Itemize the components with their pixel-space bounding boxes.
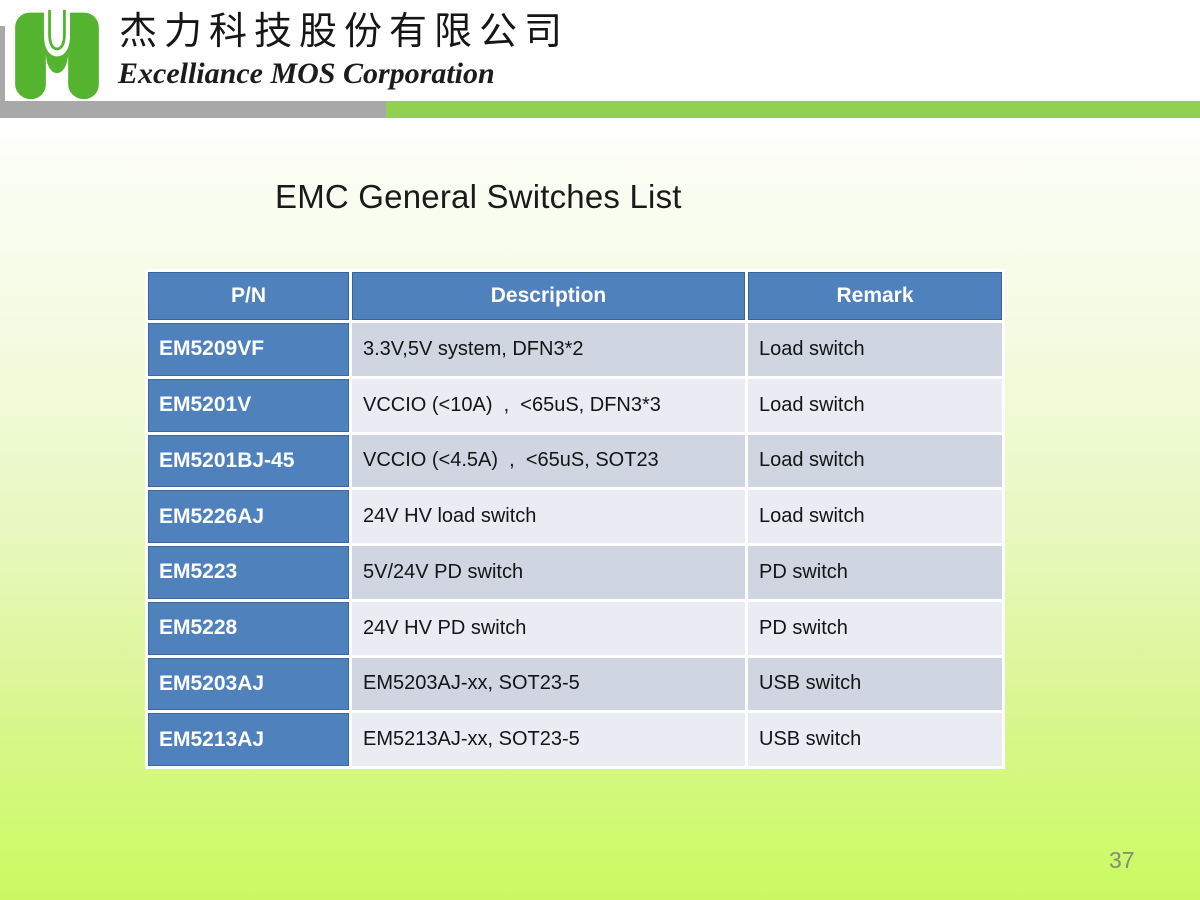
column-header-pn: P/N bbox=[148, 272, 349, 320]
page-number: 37 bbox=[1109, 847, 1135, 873]
company-name-chinese: 杰力科技股份有限公司 bbox=[119, 11, 570, 53]
remark-cell: USB switch bbox=[748, 713, 1002, 766]
header-accent-bar bbox=[0, 101, 1200, 118]
description-cell: VCCIO (<4.5A) , <65uS, SOT23 bbox=[352, 434, 745, 488]
description-cell: EM5213AJ-xx, SOT23-5 bbox=[352, 713, 745, 766]
pn-cell: EM5226AJ bbox=[148, 490, 349, 543]
left-edge-accent bbox=[0, 26, 5, 118]
description-cell: 3.3V,5V system, DFN3*2 bbox=[352, 323, 745, 376]
remark-cell: PD switch bbox=[748, 546, 1002, 599]
pn-cell: EM5201V bbox=[148, 378, 349, 432]
accent-bar-green-segment bbox=[386, 101, 1200, 118]
accent-bar-gray-segment bbox=[0, 101, 386, 118]
pn-cell: EM5209VF bbox=[148, 323, 349, 376]
page-title: EMC General Switches List bbox=[275, 178, 682, 215]
pn-cell: EM5228 bbox=[148, 601, 349, 655]
emc-m-logo-icon bbox=[10, 8, 104, 101]
pn-cell: EM5201BJ-45 bbox=[148, 434, 349, 488]
switches-table: P/N Description Remark EM5209VF 3.3V,5V … bbox=[145, 269, 1005, 769]
description-cell: 24V HV load switch bbox=[352, 490, 745, 543]
description-cell: EM5203AJ-xx, SOT23-5 bbox=[352, 657, 745, 711]
description-cell: VCCIO (<10A) , <65uS, DFN3*3 bbox=[352, 378, 745, 432]
company-name-english: Excelliance MOS Corporation bbox=[118, 57, 495, 90]
pn-cell: EM5203AJ bbox=[148, 657, 349, 711]
pn-cell: EM5223 bbox=[148, 546, 349, 599]
header-band: 杰力科技股份有限公司 Excelliance MOS Corporation bbox=[0, 0, 1200, 101]
remark-cell: Load switch bbox=[748, 323, 1002, 376]
remark-cell: Load switch bbox=[748, 434, 1002, 488]
column-header-description: Description bbox=[352, 272, 745, 320]
description-cell: 24V HV PD switch bbox=[352, 601, 745, 655]
remark-cell: Load switch bbox=[748, 490, 1002, 543]
description-cell: 5V/24V PD switch bbox=[352, 546, 745, 599]
column-header-remark: Remark bbox=[748, 272, 1002, 320]
remark-cell: USB switch bbox=[748, 657, 1002, 711]
pn-cell: EM5213AJ bbox=[148, 713, 349, 766]
remark-cell: PD switch bbox=[748, 601, 1002, 655]
remark-cell: Load switch bbox=[748, 378, 1002, 432]
